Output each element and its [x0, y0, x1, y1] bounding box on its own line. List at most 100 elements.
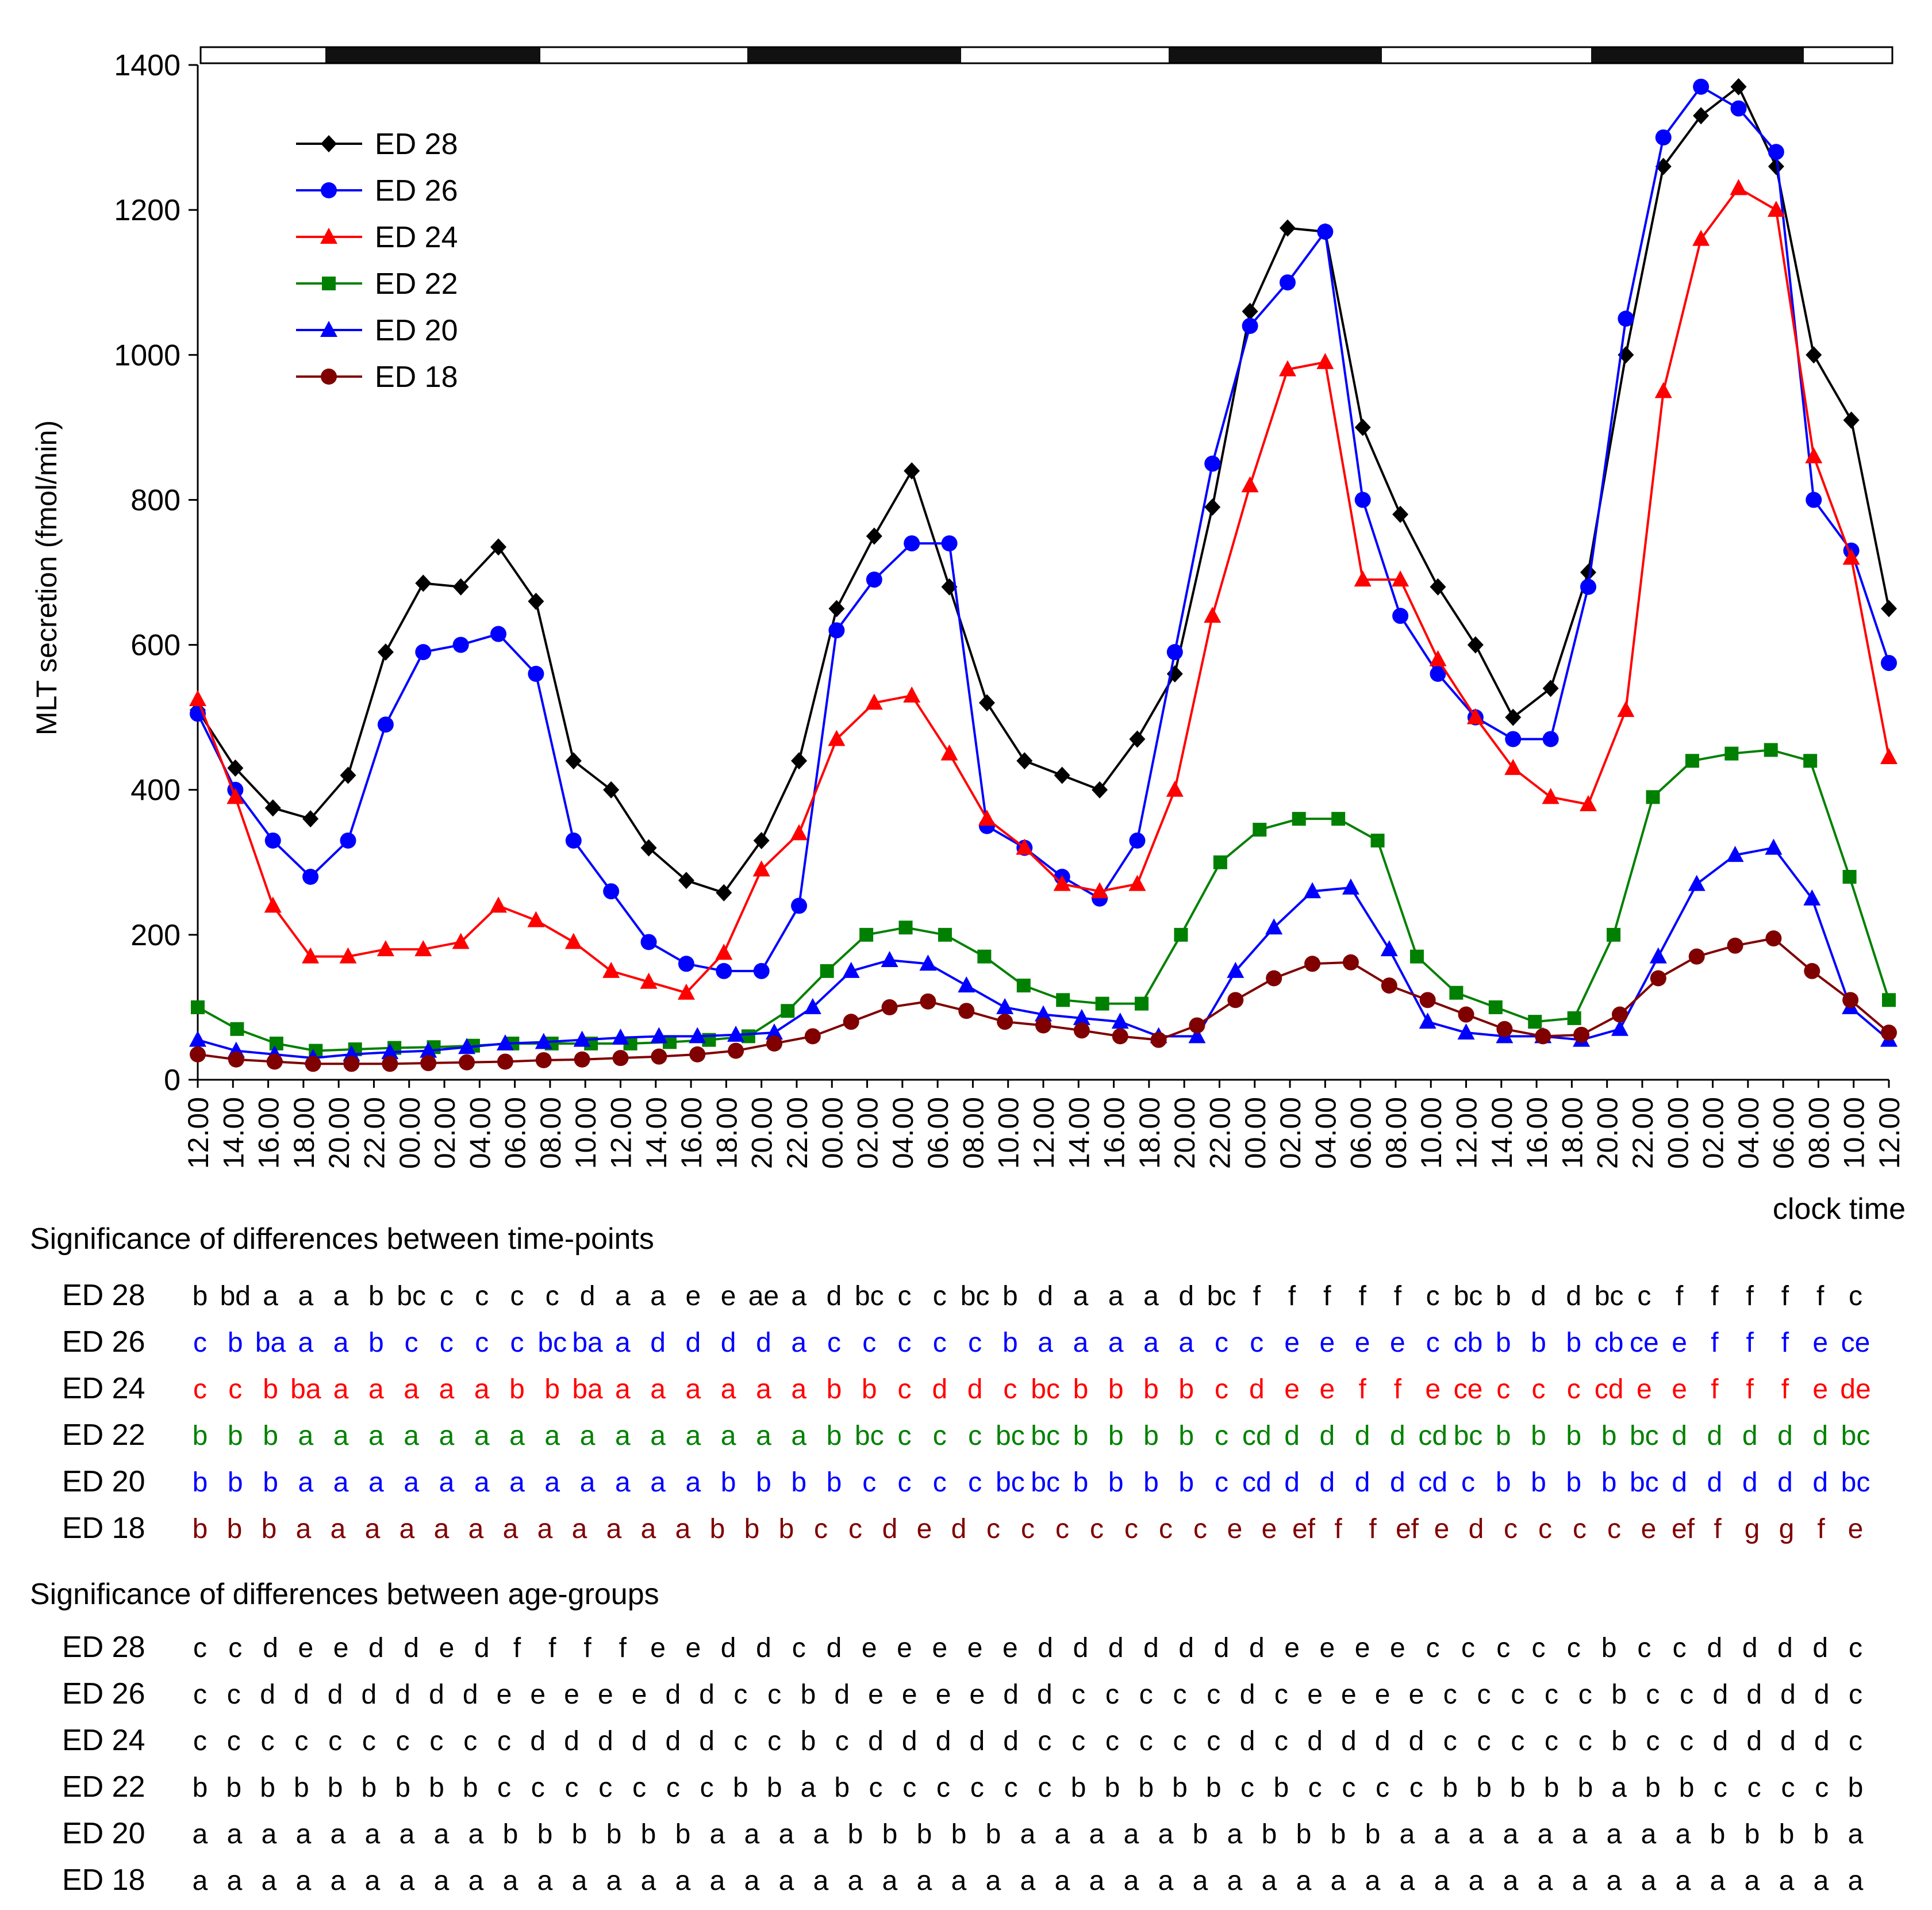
light-dark-segment: [201, 47, 325, 63]
significance-letter: a: [404, 1467, 419, 1498]
significance-letter: b: [1679, 1773, 1695, 1803]
significance-letter: d: [1249, 1633, 1265, 1663]
significance-letter: a: [1572, 1819, 1588, 1850]
data-point: [1655, 129, 1672, 146]
significance-letter: d: [1178, 1633, 1194, 1663]
significance-letter: d: [1355, 1421, 1370, 1451]
significance-letter: a: [296, 1514, 312, 1544]
data-point: [1392, 570, 1409, 587]
significance-letter: d: [932, 1374, 947, 1405]
data-point: [1768, 158, 1784, 175]
significance-letter: f: [1714, 1514, 1722, 1544]
significance-letter: c: [632, 1773, 646, 1803]
significance-letter: f: [1781, 1374, 1789, 1405]
significance-letter: a: [537, 1866, 553, 1896]
y-tick-label: 800: [130, 484, 180, 517]
significance-letter: a: [580, 1421, 596, 1451]
significance-letter: a: [756, 1374, 771, 1405]
row-label: ED 28: [62, 1279, 145, 1312]
significance-letter: ce: [1841, 1328, 1870, 1358]
x-tick-label: 12.00: [182, 1097, 214, 1169]
significance-letter: b: [362, 1773, 377, 1803]
significance-letter: a: [331, 1866, 346, 1896]
significance-letter: c: [546, 1281, 559, 1311]
significance-letter: b: [193, 1467, 208, 1498]
x-tick-label: 12.00: [1873, 1097, 1906, 1169]
significance-letter: a: [503, 1514, 518, 1544]
significance-letter: c: [261, 1726, 275, 1756]
significance-letter: c: [733, 1679, 747, 1710]
significance-letter: a: [848, 1866, 863, 1896]
x-tick-label: 04.00: [464, 1097, 496, 1169]
significance-letter: b: [791, 1467, 806, 1498]
significance-letter: a: [580, 1467, 596, 1498]
significance-letter: b: [1108, 1467, 1124, 1498]
data-point: [1035, 1017, 1051, 1034]
significance-letter: d: [463, 1679, 478, 1710]
significance-letter: d: [1319, 1467, 1335, 1498]
significance-letter: b: [429, 1773, 444, 1803]
data-point: [1654, 382, 1672, 398]
significance-letter: c: [193, 1679, 207, 1710]
significance-letter: e: [1319, 1328, 1335, 1358]
significance-letter: c: [565, 1773, 579, 1803]
data-point: [1128, 875, 1146, 891]
x-tick-label: 20.00: [323, 1097, 355, 1169]
data-point: [1842, 992, 1859, 1008]
significance-letter: c: [1545, 1726, 1558, 1756]
data-point: [1419, 1012, 1436, 1029]
significance-letter: d: [827, 1281, 842, 1311]
y-tick-label: 400: [130, 774, 180, 807]
significance-letter: b: [827, 1374, 842, 1405]
significance-letter: a: [1055, 1866, 1070, 1896]
data-point: [339, 947, 357, 964]
x-tick-label: 02.00: [1274, 1097, 1307, 1169]
data-point: [1765, 838, 1783, 855]
significance-letter: a: [710, 1819, 725, 1850]
significance-letter: e: [1848, 1514, 1864, 1544]
data-point: [1542, 680, 1559, 697]
data-point: [321, 182, 337, 198]
data-point: [189, 690, 206, 707]
data-point: [612, 1028, 629, 1045]
significance-letter: c: [968, 1328, 982, 1358]
significance-letter: e: [1409, 1679, 1424, 1710]
data-point: [820, 964, 834, 978]
data-point: [1804, 962, 1820, 979]
significance-letter: c: [814, 1514, 828, 1544]
significance-letter: a: [813, 1866, 829, 1896]
significance-letter: b: [1814, 1819, 1829, 1850]
significance-letter: a: [537, 1514, 553, 1544]
significance-letter: a: [721, 1374, 736, 1405]
data-point: [1726, 846, 1744, 862]
significance-letter: b: [1143, 1421, 1159, 1451]
significance-letter: a: [468, 1866, 484, 1896]
significance-letter: a: [400, 1819, 415, 1850]
data-point: [898, 921, 913, 935]
significance-letter: c: [968, 1421, 982, 1451]
significance-letter: c: [193, 1633, 207, 1663]
data-point: [1730, 78, 1747, 95]
significance-letter: b: [827, 1467, 842, 1498]
significance-letter: e: [936, 1679, 951, 1710]
significance-letter: c: [933, 1467, 947, 1498]
significance-letter: a: [615, 1421, 631, 1451]
data-point: [1842, 549, 1860, 565]
significance-letter: bc: [961, 1281, 990, 1311]
significance-letter: cb: [1595, 1328, 1624, 1358]
significance-letter: b: [827, 1421, 842, 1451]
significance-letter: e: [1227, 1514, 1243, 1544]
data-point: [904, 535, 920, 552]
significance-letter: e: [298, 1633, 313, 1663]
significance-letter: a: [1469, 1819, 1484, 1850]
significance-letter: d: [1812, 1633, 1828, 1663]
significance-letter: b: [368, 1328, 384, 1358]
data-point: [1053, 875, 1071, 891]
significance-letter: d: [699, 1679, 715, 1710]
data-point: [1496, 1021, 1513, 1037]
significance-letter: c: [1607, 1514, 1621, 1544]
significance-letter: a: [1779, 1866, 1795, 1896]
significance-letter: a: [1434, 1866, 1450, 1896]
x-tick-label: 22.00: [358, 1097, 390, 1169]
significance-letter: c: [1646, 1726, 1660, 1756]
